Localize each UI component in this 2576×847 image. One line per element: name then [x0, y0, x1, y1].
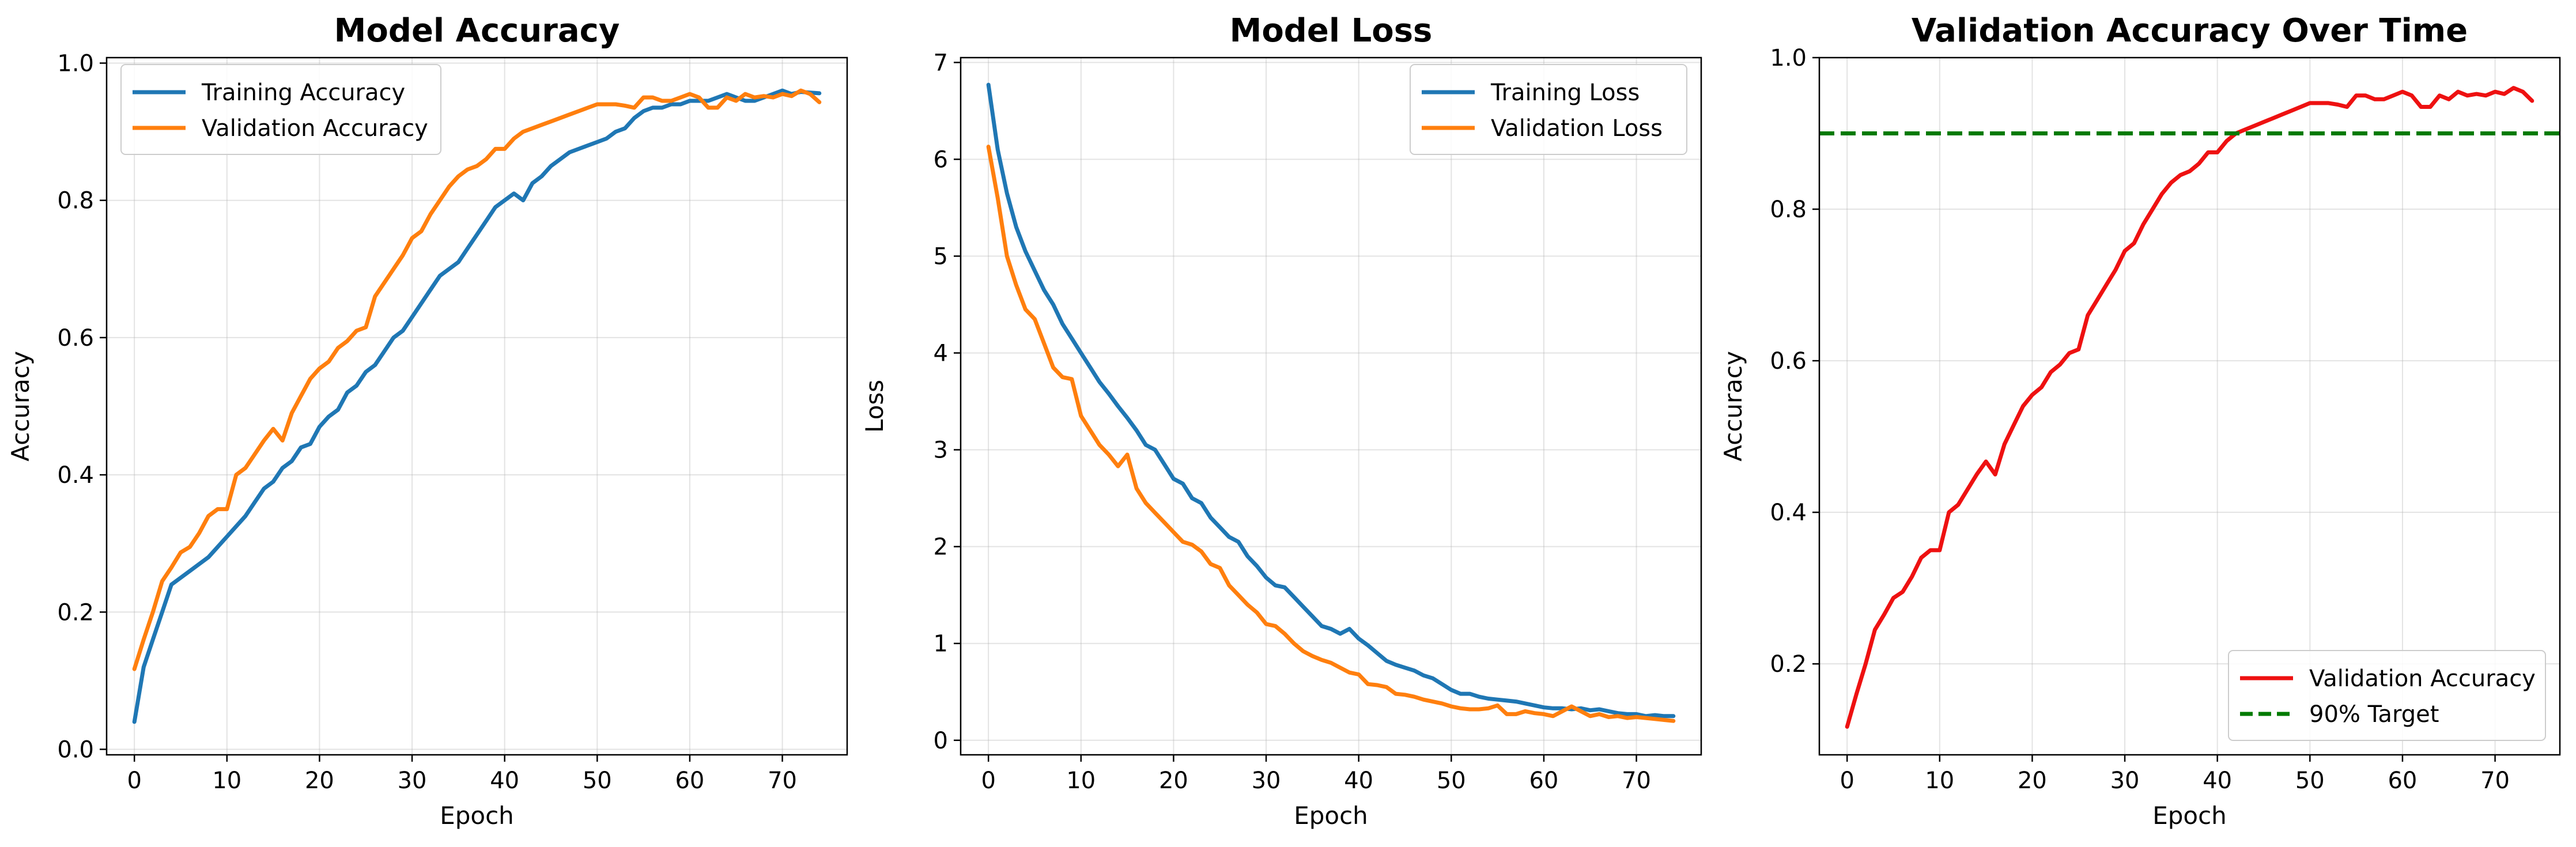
grid [107, 58, 847, 755]
chart-panel-1: 0 10 20 30 40 50 60 70 0.0 0.2 0.4 0.6 0.8 1.0 Model A… [6, 12, 848, 830]
x-tick-label: 0 [1840, 767, 1854, 794]
y-tick-label: 1.0 [57, 51, 94, 77]
plot-frame [1818, 56, 2561, 756]
grid [961, 58, 1701, 755]
legend-label: Validation Accuracy [2309, 666, 2536, 692]
legend-box [2228, 650, 2546, 741]
legend-label: Training Accuracy [201, 80, 405, 106]
x-tick-label: 70 [2480, 767, 2510, 794]
series-line-1 [132, 88, 822, 724]
x-tick-label: 20 [2018, 767, 2047, 794]
legend-label: Training Loss [1490, 80, 1640, 106]
x-tick-label: 60 [2388, 767, 2417, 794]
chart-title: Validation Accuracy Over Time [1912, 12, 2468, 50]
legend-label: 90% Target [2309, 701, 2439, 728]
y-tick-label: 0.6 [57, 325, 94, 351]
x-tick-label: 50 [583, 767, 612, 794]
y-tick-label: 2 [934, 534, 948, 561]
x-tick-label: 10 [212, 767, 241, 794]
y-tick-label: 7 [934, 50, 948, 76]
x-axis-label: Epoch [440, 801, 514, 830]
y-tick-label: 0 [934, 728, 948, 754]
x-tick-label: 40 [1344, 767, 1373, 794]
series-line-2 [986, 145, 1676, 723]
x-tick-label: 10 [1925, 767, 1954, 794]
x-axis-label: Epoch [2152, 801, 2227, 830]
x-tick-label: 30 [2110, 767, 2140, 794]
y-tick-label: 0.4 [57, 462, 94, 489]
legend: Training Accuracy Validation Accuracy [120, 64, 441, 155]
x-tick-label: 0 [981, 767, 995, 794]
y-tick-label: 0.8 [1770, 196, 1807, 223]
y-tick-label: 0.2 [1770, 651, 1807, 678]
x-tick-label: 20 [1159, 767, 1188, 794]
y-axis-label: Loss [860, 380, 889, 433]
series-line-1 [986, 82, 1676, 719]
plot-frame [960, 56, 1702, 756]
y-tick-label: 0.6 [1770, 348, 1807, 375]
y-tick-label: 0.0 [57, 736, 94, 763]
plot-frame [105, 56, 848, 756]
x-tick-label: 0 [127, 767, 141, 794]
chart-title: Model Accuracy [334, 12, 620, 50]
x-tick-label: 50 [2295, 767, 2325, 794]
legend-label: Validation Accuracy [202, 115, 428, 142]
y-tick-label: 6 [934, 146, 948, 173]
y-tick-label: 0.2 [57, 599, 94, 626]
y-axis-label: Accuracy [6, 351, 35, 462]
x-tick-label: 10 [1066, 767, 1096, 794]
y-axis-label: Accuracy [1719, 351, 1747, 462]
chart-title: Model Loss [1230, 12, 1433, 50]
x-tick-label: 40 [490, 767, 519, 794]
x-tick-label: 70 [768, 767, 797, 794]
series-line-2 [132, 88, 822, 671]
x-tick-label: 20 [305, 767, 334, 794]
chart-panel-3: 0 10 20 30 40 50 60 70 0.2 0.4 0.6 0.8 1.0 Validation… [1719, 12, 2561, 830]
legend: Training Loss Validation Loss [1410, 64, 1687, 155]
y-tick-label: 3 [934, 437, 948, 464]
legend-box [120, 64, 441, 155]
legend-label: Validation Loss [1491, 115, 1663, 142]
x-axis-label: Epoch [1294, 801, 1368, 830]
x-tick-label: 60 [1529, 767, 1558, 794]
x-tick-label: 50 [1437, 767, 1466, 794]
y-tick-label: 5 [934, 244, 948, 270]
chart-panel-2: 0 10 20 30 40 50 60 70 0 1 2 3 4 5 6 7 Model Loss Epoch Lo… [860, 12, 1702, 830]
x-tick-label: 60 [675, 767, 704, 794]
y-tick-label: 4 [934, 341, 948, 367]
x-tick-label: 30 [398, 767, 427, 794]
legend: Validation Accuracy 90% Target [2228, 650, 2546, 741]
y-tick-label: 1 [934, 631, 948, 657]
x-tick-label: 70 [1622, 767, 1651, 794]
y-tick-label: 1.0 [1770, 45, 1807, 71]
legend-box [1410, 64, 1687, 155]
y-tick-label: 0.4 [1770, 500, 1807, 526]
x-tick-label: 30 [1252, 767, 1281, 794]
x-tick-label: 40 [2203, 767, 2232, 794]
y-tick-label: 0.8 [57, 188, 94, 214]
series-line-1 [1845, 86, 2535, 729]
